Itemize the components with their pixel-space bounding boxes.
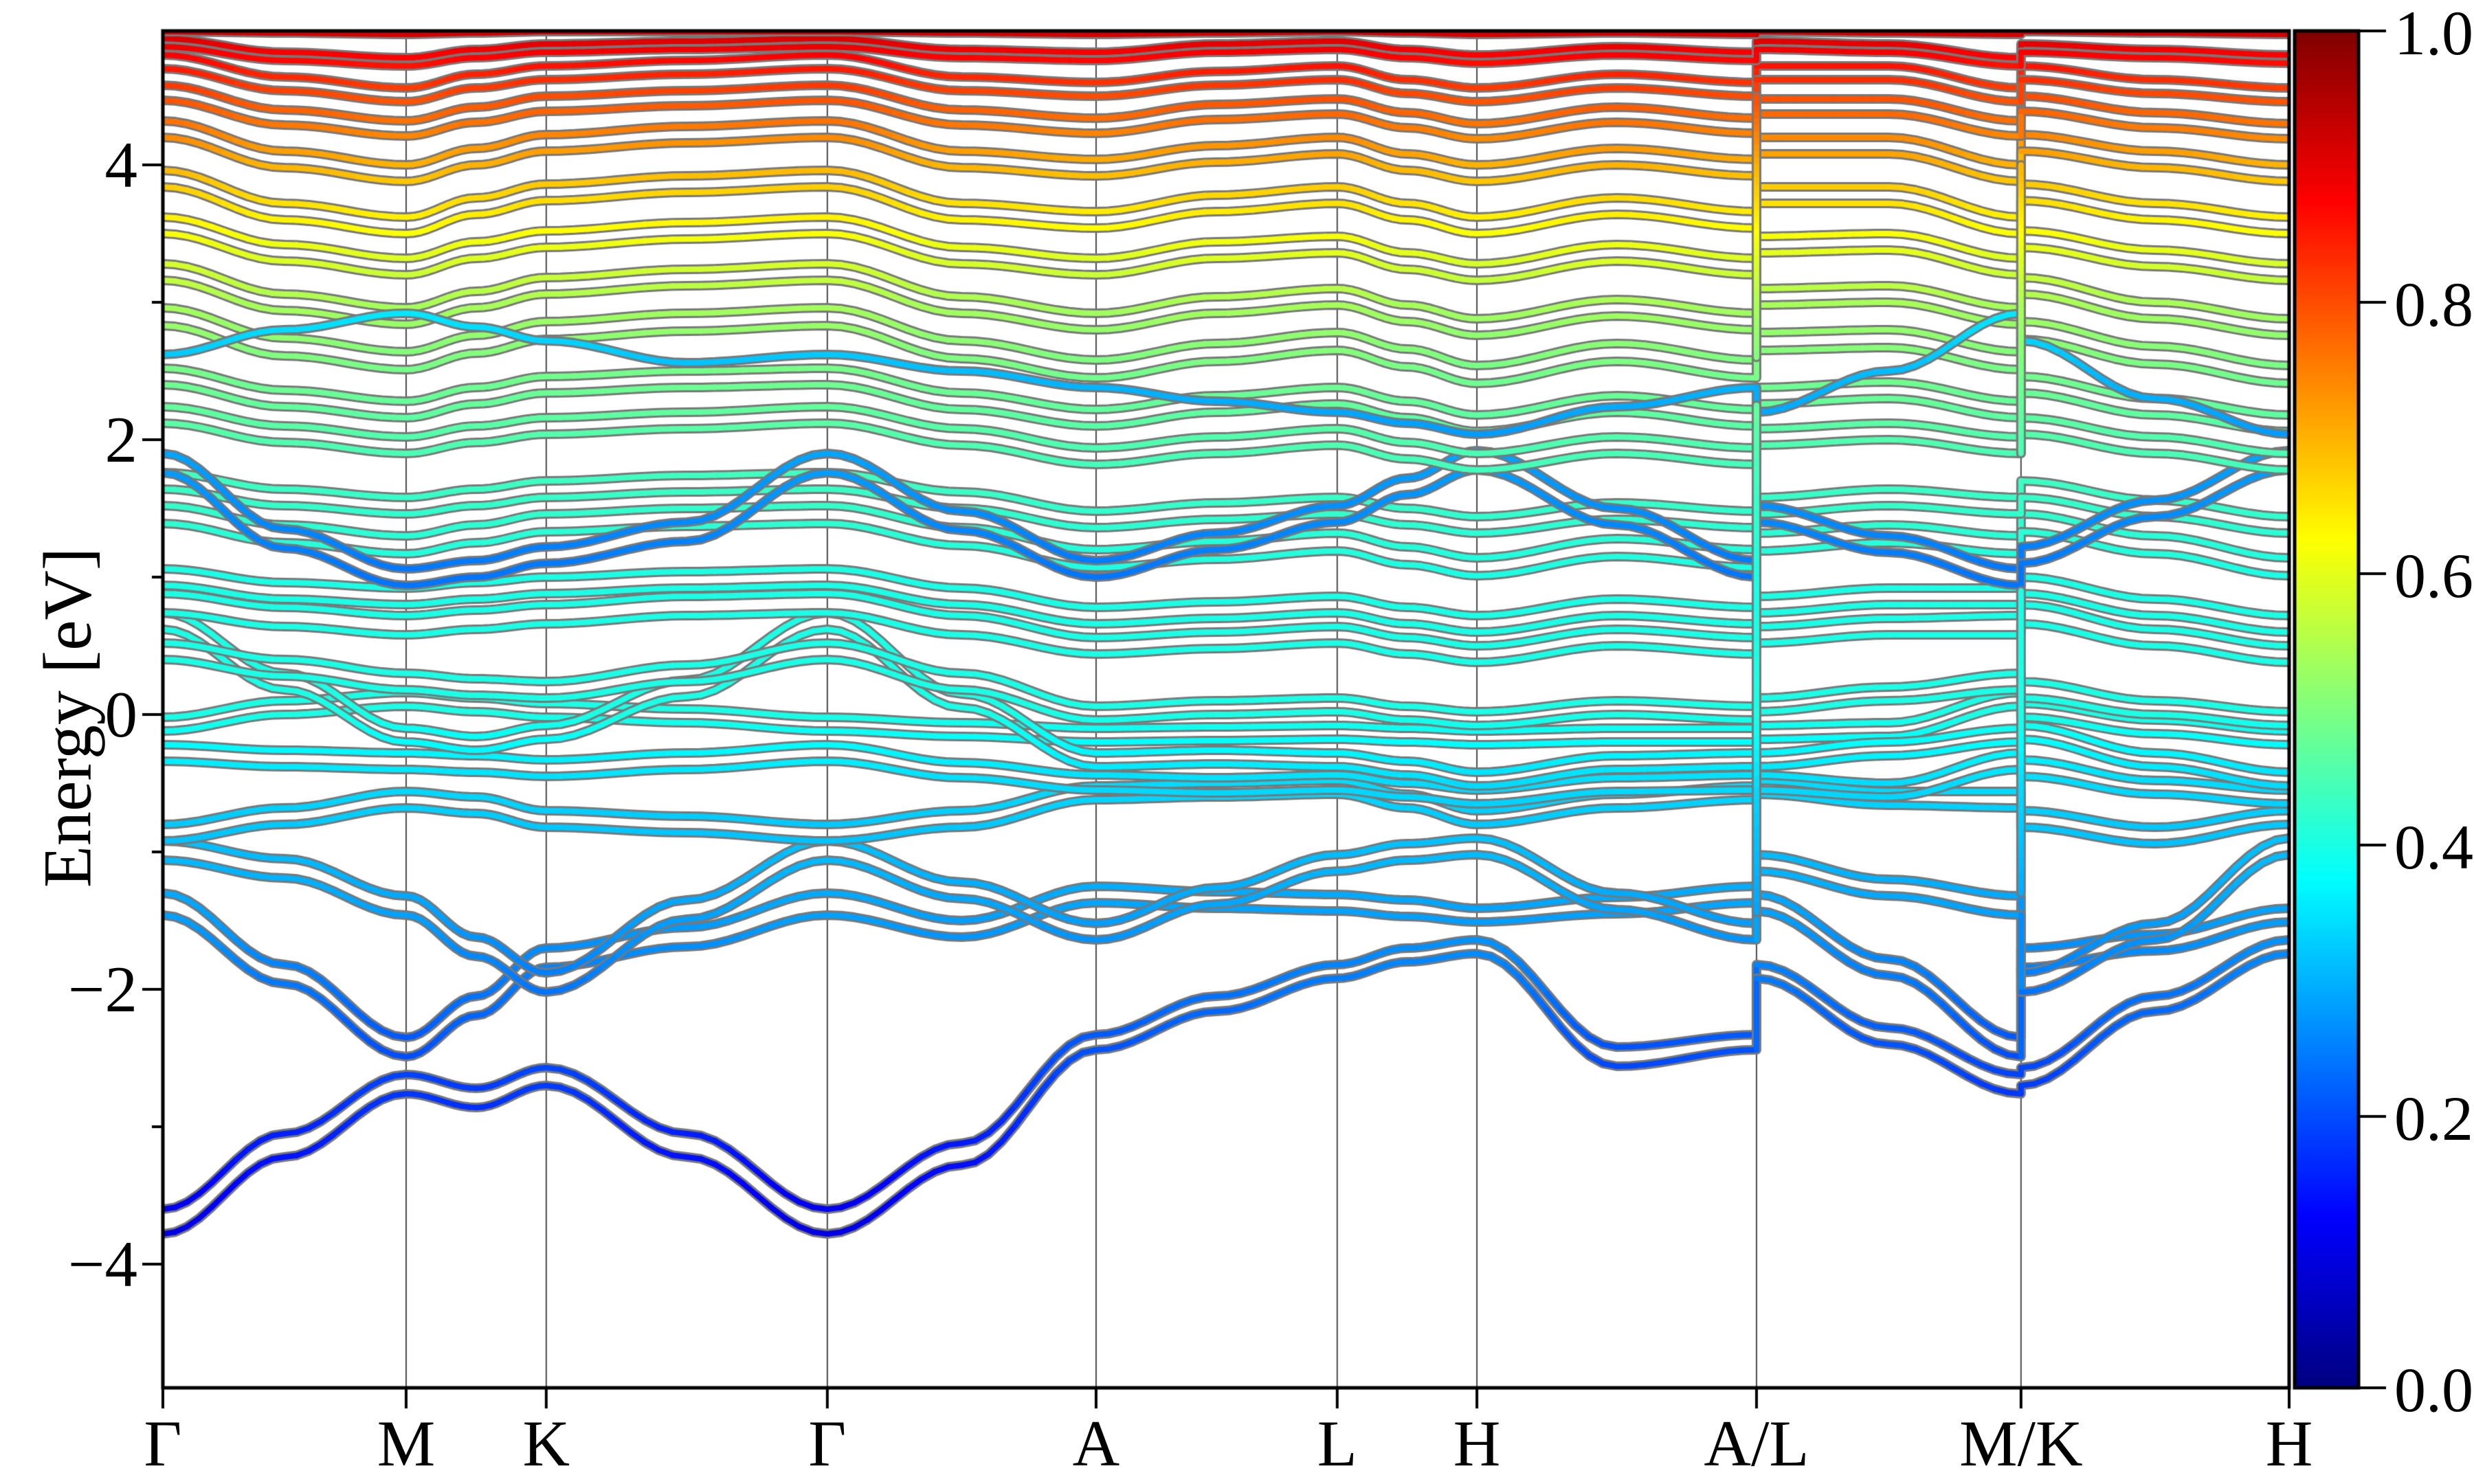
x-tick-label-M: M (377, 1407, 436, 1480)
colorbar-tick-label: 0.6 (2394, 541, 2473, 611)
x-tick-label-H: H (2265, 1407, 2313, 1480)
y-tick-label: −4 (67, 1228, 137, 1301)
x-tick-label-A: A (1072, 1407, 1120, 1480)
colorbar-tick-label: 0.0 (2394, 1355, 2473, 1425)
x-tick-label-Γ: Γ (808, 1407, 847, 1480)
x-tick-label-L: L (1317, 1407, 1357, 1480)
x-tick-label-Γ: Γ (144, 1407, 182, 1480)
y-tick-label: 4 (104, 128, 138, 201)
y-tick-label: 2 (104, 403, 138, 476)
colorbar-tick-label: 0.8 (2394, 269, 2473, 339)
x-tick-label-H: H (1453, 1407, 1501, 1480)
colorbar-tick-label: 1.0 (2394, 0, 2473, 68)
colorbar-tick-label: 0.4 (2394, 812, 2473, 882)
x-tick-label-A/L: A/L (1704, 1407, 1809, 1480)
y-tick-label: 0 (104, 678, 138, 751)
colorbar-tick-label: 0.2 (2394, 1083, 2473, 1154)
y-tick-label: −2 (67, 953, 137, 1026)
x-tick-label-K: K (522, 1407, 570, 1480)
x-tick-label-M/K: M/K (1959, 1407, 2083, 1480)
